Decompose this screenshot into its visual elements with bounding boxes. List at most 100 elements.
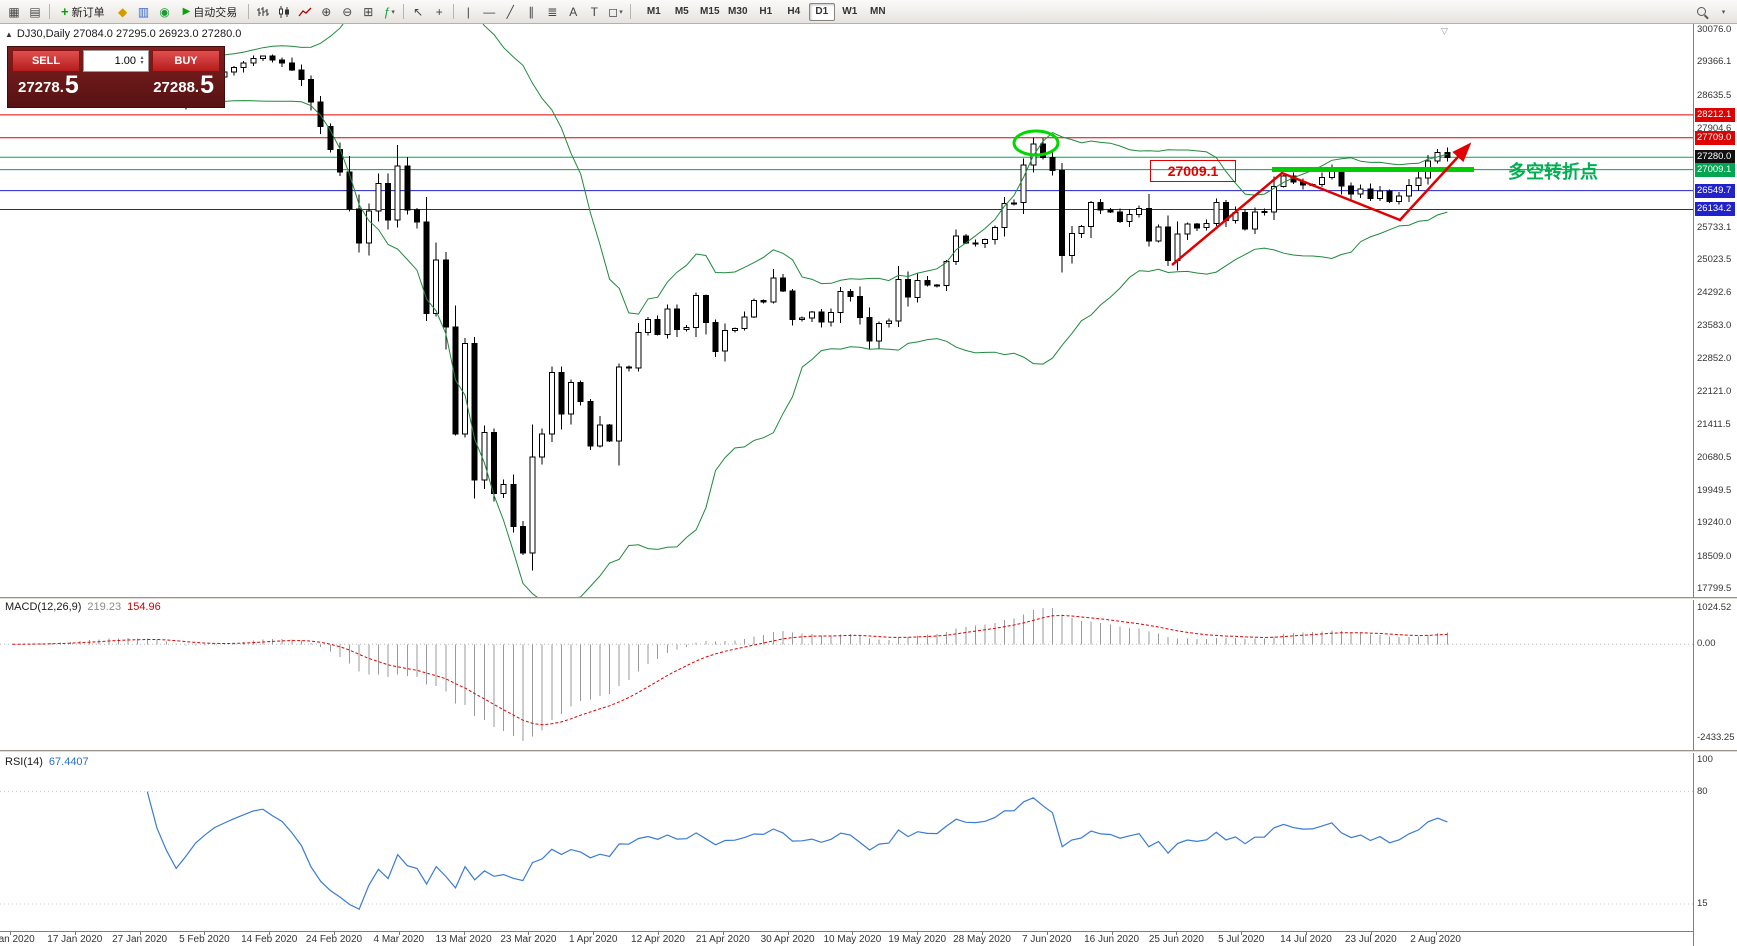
price-line-tag: 27009.1 (1695, 162, 1735, 177)
time-axis-label: 14 Feb 2020 (241, 934, 298, 945)
new-order-label: 新订单 (71, 6, 105, 19)
time-axis[interactable]: 8 Jan 2020 17 Jan 2020 27 Jan 2020 5 Feb 20… (0, 931, 1693, 946)
time-axis-label: 2 Aug 2020 (1410, 934, 1461, 945)
zoom-out-button[interactable]: ⊖ (337, 2, 357, 22)
market-watch-button[interactable]: ◆ (113, 2, 133, 22)
text-label-button[interactable]: T (584, 2, 604, 22)
main-chart-layer (0, 24, 1693, 597)
price-line-tag: 27280.0 (1695, 150, 1735, 165)
time-axis-tick (139, 932, 141, 935)
line-chart-icon (298, 7, 312, 16)
sell-button[interactable]: SELL (12, 50, 80, 72)
tf-button-h4[interactable]: H4 (787, 6, 801, 17)
zoom-in-button[interactable]: ⊕ (316, 2, 336, 22)
time-axis-label: 25 Jun 2020 (1148, 934, 1204, 945)
buy-button[interactable]: BUY (152, 50, 220, 72)
indicators-icon: ƒ (383, 4, 391, 19)
time-axis-tick (74, 932, 76, 935)
tf-button-m5[interactable]: M5 (674, 6, 689, 17)
tile-windows-icon: ⊞ (363, 4, 374, 19)
volume-field[interactable]: 1.00 ▴ ▾ (83, 50, 149, 72)
channel-button[interactable]: ∥ (521, 2, 541, 22)
spin-up-icon[interactable]: ▴ (140, 55, 144, 61)
time-axis-tick (787, 932, 789, 935)
tf-button-w1[interactable]: W1 (842, 6, 858, 17)
time-axis-tick (10, 932, 11, 935)
ask-price-frac: 5 (200, 71, 214, 99)
horizontal-line-button[interactable]: — (479, 2, 499, 22)
rsi-panel-layer (0, 791, 1693, 911)
rsi-label: RSI(14) 67.4407 (5, 756, 89, 768)
crosshair-button[interactable]: + (429, 2, 449, 22)
indicators-button[interactable]: ƒ ▾ (379, 2, 399, 22)
volume-spinner[interactable]: ▴ ▾ (137, 51, 147, 71)
toolbar-overflow-button[interactable]: ▾ (1713, 2, 1733, 22)
tf-button-mn[interactable]: MN (870, 6, 886, 17)
tf-button-m30[interactable]: M30 (728, 6, 748, 17)
bar-chart-button[interactable] (253, 2, 273, 22)
highlight-ellipse[interactable] (1012, 129, 1060, 157)
time-axis-tick (1370, 932, 1372, 935)
time-axis-tick (658, 932, 659, 935)
data-window-button[interactable]: ▥ (134, 2, 154, 22)
price-line-tag: 26134.2 (1695, 202, 1735, 217)
search-button[interactable] (1691, 2, 1711, 22)
one-click-toggle-icon[interactable]: ▲ (5, 29, 13, 39)
profiles-button[interactable]: ▤ (25, 2, 45, 22)
crosshair-icon: + (435, 4, 443, 19)
rsi-axis-label: 100 (1697, 754, 1713, 765)
text-button[interactable]: A (563, 2, 583, 22)
time-axis-tick (334, 932, 335, 935)
price-line-tag: 27709.0 (1695, 130, 1735, 145)
tf-button-m1[interactable]: M1 (646, 6, 661, 17)
macd-panel-layer (0, 607, 1693, 741)
tf-button-d1[interactable]: D1 (808, 2, 835, 21)
fibonacci-button[interactable]: ≣ (542, 2, 562, 22)
new-order-button[interactable]: + 新订单 (54, 2, 112, 22)
tile-windows-button[interactable]: ⊞ (358, 2, 378, 22)
time-axis-label: 24 Feb 2020 (305, 934, 363, 945)
panel-separator[interactable] (0, 750, 1737, 753)
line-chart-button[interactable] (295, 2, 315, 22)
cursor-button[interactable]: ↖ (408, 2, 428, 22)
time-axis-tick (1306, 932, 1307, 935)
tf-button-m15[interactable]: M15 (700, 6, 720, 17)
macd-histogram (21, 607, 1448, 741)
vertical-line-button[interactable]: | (458, 2, 478, 22)
toolbar: ▦ ▤ + 新订单 ◆ ▥ ◉ ▶ 自动交易 ⊕ ⊖ ⊞ ƒ ▾ ↖ + | (0, 0, 1737, 24)
price-annotation-box[interactable]: 27009.1 (1150, 160, 1236, 182)
trendline-icon: ╱ (506, 4, 514, 19)
trend-arrow[interactable] (1171, 142, 1472, 266)
time-axis-tick (1046, 932, 1048, 935)
navigator-button[interactable]: ◉ (155, 2, 175, 22)
price-axis-label: 27904.6 (1697, 122, 1732, 134)
macd-name: MACD(12,26,9) (5, 601, 82, 613)
trendline-button[interactable]: ╱ (500, 2, 520, 22)
rsi-name: RSI(14) (5, 756, 43, 768)
time-axis-label: 23 Mar 2020 (500, 934, 557, 945)
chevron-down-icon: ▾ (391, 8, 395, 16)
spin-down-icon[interactable]: ▾ (140, 60, 144, 66)
time-axis-tick (982, 932, 983, 935)
shapes-button[interactable]: ◻ ▾ (605, 2, 625, 22)
autotrading-button[interactable]: ▶ 自动交易 (176, 2, 245, 22)
bollinger-upper-band (195, 24, 1448, 315)
time-axis-tick (463, 932, 465, 935)
bollinger-lower-band (195, 100, 1448, 597)
price-axis[interactable]: 30076.029366.128635.527904.627173.626464… (1693, 24, 1737, 946)
tf-button-h1[interactable]: H1 (759, 6, 773, 17)
time-axis-label: 1 Apr 2020 (569, 934, 618, 945)
toolbar-separator (248, 4, 250, 19)
symbol-ohlc-label: ▲ DJ30,Daily 27084.0 27295.0 26923.0 272… (5, 28, 241, 40)
candlestick-chart-button[interactable] (274, 2, 294, 22)
price-axis-label: 19240.0 (1697, 517, 1732, 529)
toolbar-separator (403, 4, 405, 19)
new-chart-button[interactable]: ▦ (4, 2, 24, 22)
price-axis-label: 25733.1 (1697, 221, 1732, 233)
time-axis-tick (852, 932, 854, 935)
turning-point-label[interactable]: 多空转折点 (1508, 162, 1598, 182)
panel-separator[interactable] (0, 597, 1737, 600)
macd-signal-value: 154.96 (127, 601, 161, 613)
time-axis-tick (593, 932, 595, 935)
